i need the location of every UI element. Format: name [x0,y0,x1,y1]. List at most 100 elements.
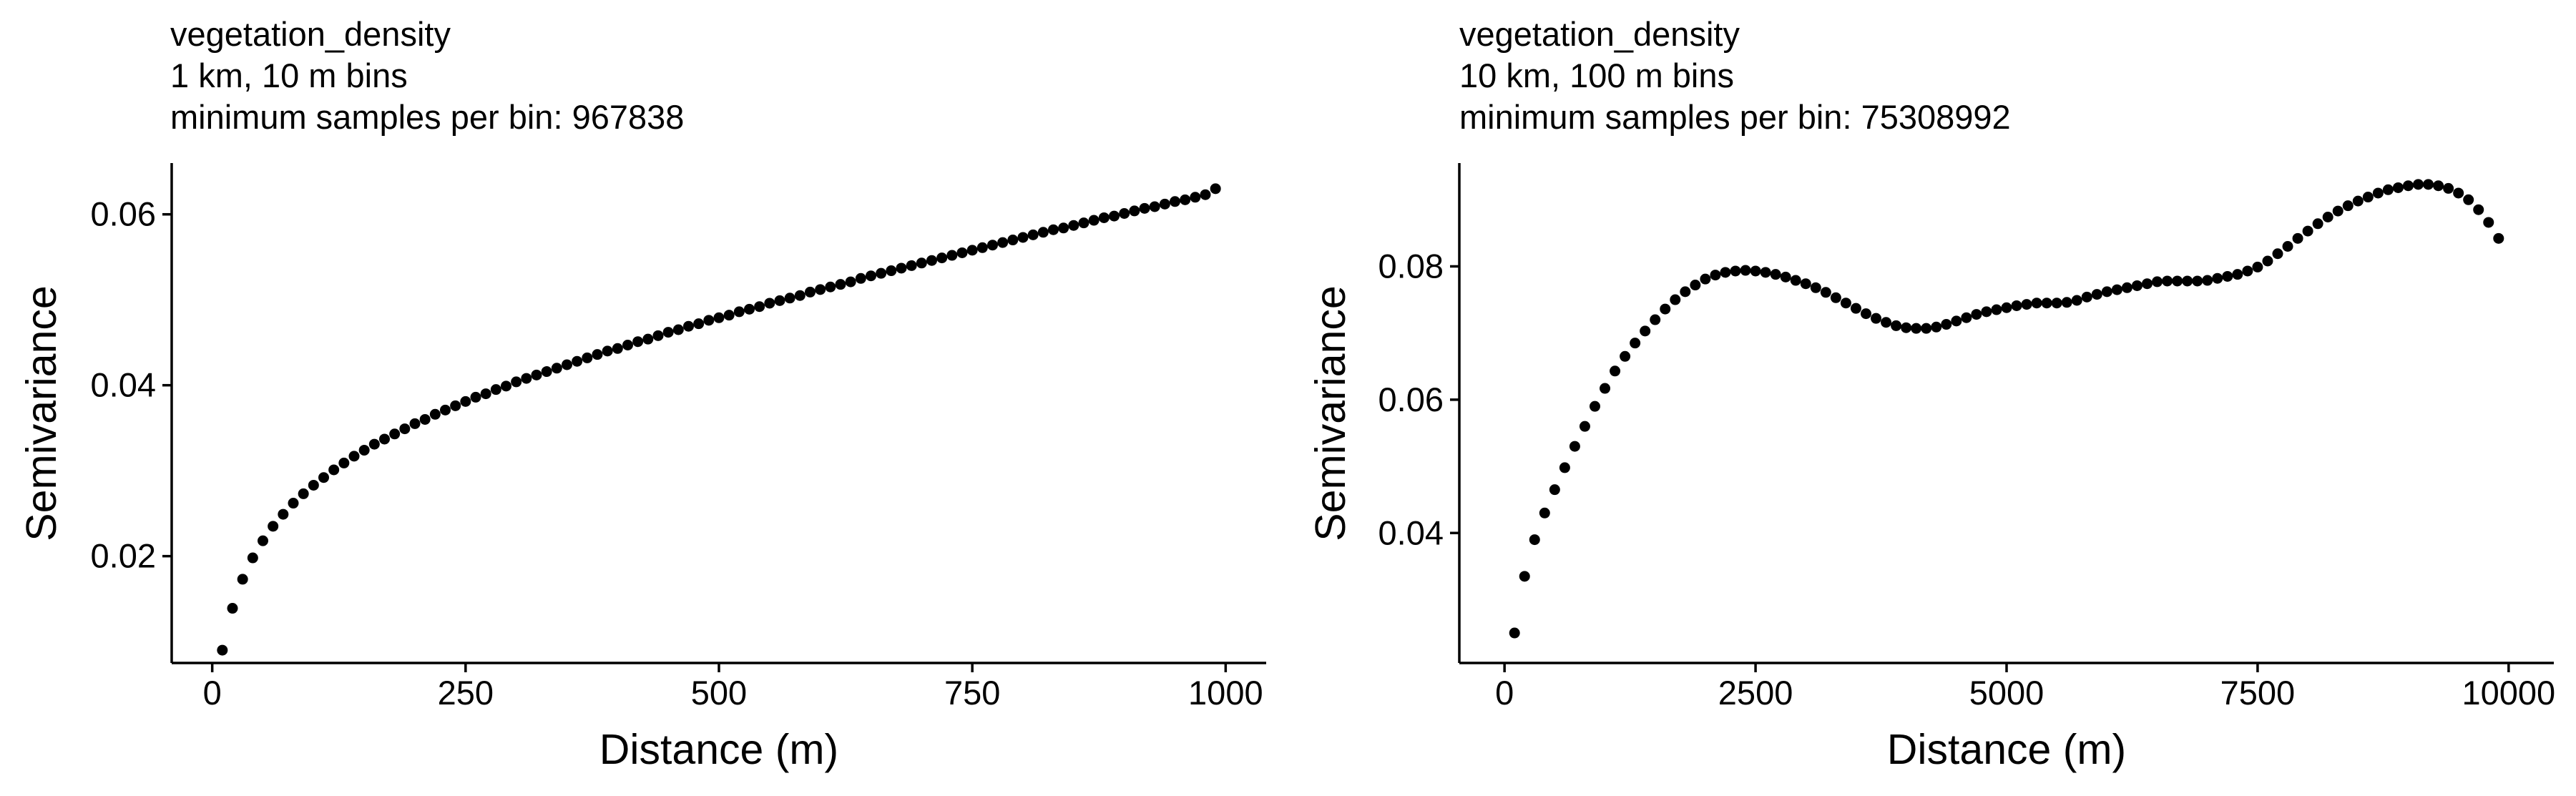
data-point [1911,323,1922,334]
data-point [2473,204,2484,215]
data-point [1750,265,1761,277]
data-point [2091,289,2102,300]
y-axis-title: Semivariance [18,285,65,541]
data-point [2362,192,2374,203]
data-point [1610,365,1621,377]
data-point [1109,210,1120,222]
data-point [2272,248,2283,260]
data-point [1139,202,1150,214]
chart-title-line-3: minimum samples per bin: 75308992 [1459,98,2011,136]
data-point [2443,182,2454,194]
x-tick-label: 750 [944,674,1000,712]
data-point [521,373,532,384]
data-point [268,521,279,532]
data-point [2382,184,2394,195]
data-point [288,498,299,509]
data-point [1891,320,1902,331]
data-point [1007,235,1019,246]
data-point [501,380,511,392]
data-point [1840,298,1851,309]
data-point [1569,441,1580,452]
data-point [2011,300,2022,311]
data-point [1509,627,1520,639]
data-point [1589,401,1600,412]
data-point [1810,282,1821,293]
data-point [906,260,917,271]
data-point [227,603,238,614]
data-point [805,286,816,298]
data-point [2212,272,2223,284]
data-point [1640,325,1651,337]
data-point [1981,306,1992,318]
data-point [2392,182,2404,193]
data-point [2352,195,2364,207]
y-tick-label: 0.02 [91,537,156,575]
data-point [1871,313,1882,324]
x-axis-title: Distance (m) [599,726,838,773]
data-point [2493,232,2504,244]
data-point [1961,312,1972,323]
data-point [1700,273,1711,285]
data-point [1119,207,1130,219]
data-point [2071,295,2082,306]
data-point [642,333,654,345]
data-point [2463,194,2474,205]
x-tick-label: 7500 [2220,674,2296,712]
data-point [1991,304,2002,315]
data-point [2001,302,2012,313]
data-point [1730,265,1741,277]
x-tick-label: 5000 [1969,674,2044,712]
data-point [815,284,826,295]
data-point [936,252,948,264]
data-point [419,413,431,425]
data-point [2402,180,2414,192]
data-point [1048,224,1059,235]
data-point [997,237,1009,248]
data-point [1800,278,1811,290]
data-point [602,345,613,357]
data-point [2152,276,2163,288]
data-point [1559,462,1570,473]
data-point [2453,187,2464,199]
data-point [1770,269,1781,280]
data-point [2041,298,2052,309]
chart-panel-10km: vegetation_density 10 km, 100 m bins min… [1307,15,2555,773]
data-point [1790,275,1801,286]
data-point [2202,275,2213,286]
data-point [2101,286,2112,298]
x-axis-title: Distance (m) [1887,726,2126,773]
data-point [1941,319,1952,330]
data-point [683,320,694,332]
data-point [956,247,968,258]
data-point [1780,271,1791,282]
data-point [2162,275,2173,287]
data-point [1690,280,1701,291]
data-point [1860,308,1871,320]
data-point [217,644,228,656]
data-point [2433,180,2444,192]
data-point [2222,270,2233,282]
data-point [1680,286,1691,298]
x-tick-label: 1000 [1188,674,1263,712]
data-point [713,312,725,323]
data-point [1017,232,1029,243]
data-point [531,369,542,380]
data-point [652,330,664,341]
chart-title-line-2: 10 km, 100 m bins [1459,56,1734,94]
y-axis-title: Semivariance [1307,285,1354,541]
data-point [2232,269,2243,280]
data-point [976,242,988,253]
data-point [541,366,552,378]
data-point [744,303,755,315]
data-point [379,433,390,445]
chart-title-line-1: vegetation_density [170,15,451,53]
data-point [298,488,309,499]
data-point [1098,212,1110,223]
data-point [2372,187,2384,199]
data-point [835,279,846,290]
plot-area-10km: 0 2500 5000 7500 10000 0.04 0.06 0.08 [1378,163,2555,712]
data-point [1190,192,1201,203]
data-point [2081,291,2092,303]
data-point [1159,198,1170,210]
